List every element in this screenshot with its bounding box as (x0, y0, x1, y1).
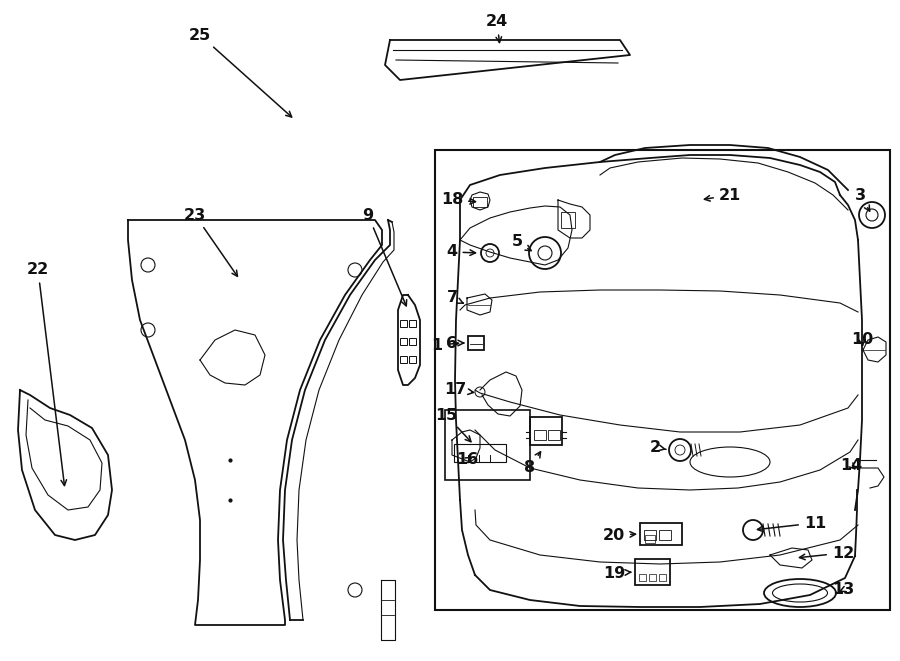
Text: 24: 24 (486, 15, 508, 42)
Text: 11: 11 (758, 516, 826, 531)
Bar (409, 356, 416, 363)
Bar (639, 574, 646, 581)
Text: 12: 12 (799, 545, 854, 561)
Text: 1: 1 (431, 338, 458, 352)
Text: 15: 15 (435, 407, 471, 442)
Bar (454, 444, 506, 462)
Text: 5: 5 (511, 235, 531, 251)
Bar (659, 574, 666, 581)
Bar (635, 559, 670, 585)
Bar (645, 535, 655, 543)
Text: 18: 18 (441, 192, 475, 208)
Text: 3: 3 (854, 188, 869, 211)
Text: 10: 10 (850, 332, 873, 348)
Bar (644, 530, 656, 540)
Text: 6: 6 (446, 336, 464, 350)
Text: 8: 8 (525, 451, 541, 475)
Text: 20: 20 (603, 527, 635, 543)
Text: 21: 21 (705, 188, 741, 202)
Bar (473, 197, 487, 207)
Text: 14: 14 (840, 457, 862, 473)
Bar (534, 430, 546, 440)
Bar (468, 336, 484, 350)
Text: 2: 2 (650, 440, 666, 455)
Text: 7: 7 (446, 290, 464, 305)
Bar (659, 530, 671, 540)
Text: 17: 17 (444, 383, 473, 397)
Bar (530, 417, 562, 445)
Text: 22: 22 (27, 262, 67, 486)
Bar (435, 150, 890, 610)
Bar (400, 356, 407, 363)
Bar (400, 338, 407, 345)
Text: 19: 19 (603, 566, 631, 580)
Text: 4: 4 (446, 245, 475, 260)
Bar (640, 523, 682, 545)
Text: 9: 9 (363, 208, 407, 306)
Text: 25: 25 (189, 28, 292, 117)
Bar (649, 574, 656, 581)
Bar (409, 338, 416, 345)
Bar (445, 410, 530, 480)
Text: 23: 23 (184, 208, 238, 276)
Text: 13: 13 (832, 582, 854, 598)
Text: 16: 16 (456, 453, 478, 467)
Bar (561, 212, 575, 228)
Bar (400, 320, 407, 327)
Bar (548, 430, 560, 440)
Bar (409, 320, 416, 327)
